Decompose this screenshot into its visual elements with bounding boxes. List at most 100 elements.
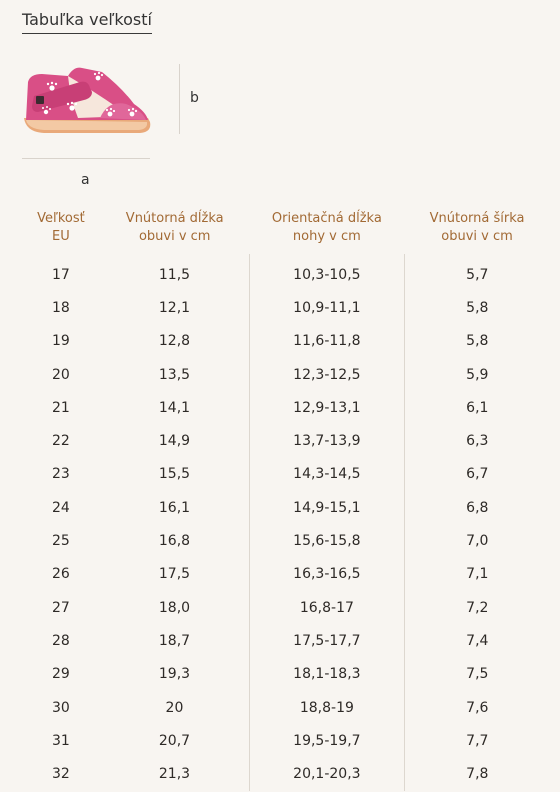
inner-width-cell: 7,2	[466, 599, 489, 616]
table-row: 19 12,8 11,6-11,8 5,8	[22, 324, 550, 358]
size-eu-cell: 24	[51, 499, 70, 516]
header-foot-length: Orientačná dĺžka nohy v cm	[250, 208, 404, 254]
size-eu-cell: 32	[51, 766, 70, 783]
table-row: 23 15,5 14,3-14,5 6,7	[22, 457, 550, 492]
inner-width-cell: 5,9	[466, 366, 489, 383]
foot-length-cell: 12,3-12,5	[249, 357, 405, 392]
inner-length-cell: 13,5	[99, 357, 251, 392]
table-row: 27 18,0 16,8-17 7,2	[22, 590, 550, 625]
size-eu-cell: 20	[51, 366, 70, 383]
size-eu-cell: 28	[51, 632, 70, 649]
foot-length-cell: 17,5-17,7	[249, 624, 405, 658]
foot-length-cell: 11,6-11,8	[249, 324, 405, 358]
inner-width-cell: 7,7	[466, 732, 489, 749]
table-row: 30 20 18,8-19 7,6	[22, 690, 550, 725]
size-eu-cell: 27	[51, 599, 70, 616]
table-row: 24 16,1 14,9-15,1 6,8	[22, 491, 550, 525]
inner-width-cell: 7,1	[466, 566, 489, 583]
header-line: Vnútorná šírka	[429, 211, 525, 226]
inner-length-cell: 12,8	[99, 324, 251, 358]
foot-length-cell: 12,9-13,1	[249, 391, 405, 425]
header-line: EU	[52, 229, 70, 244]
inner-width-cell: 7,5	[466, 666, 489, 683]
inner-width-cell: 5,8	[466, 333, 489, 350]
inner-width-cell: 7,0	[466, 533, 489, 550]
header-inner-width: Vnútorná šírka obuvi v cm	[404, 208, 550, 254]
header-line: obuvi v cm	[441, 229, 513, 244]
table-row: 22 14,9 13,7-13,9 6,3	[22, 424, 550, 458]
table-row: 32 21,3 20,1-20,3 7,8	[22, 757, 550, 791]
size-eu-cell: 30	[51, 699, 70, 716]
inner-width-cell: 7,8	[466, 766, 489, 783]
inner-length-cell: 15,5	[99, 457, 251, 492]
size-eu-cell: 29	[51, 666, 70, 683]
foot-length-cell: 20,1-20,3	[249, 757, 405, 791]
inner-width-cell: 6,8	[466, 499, 489, 516]
inner-length-cell: 20	[99, 690, 251, 725]
table-row: 18 12,1 10,9-11,1 5,8	[22, 291, 550, 325]
inner-length-cell: 19,3	[99, 657, 251, 691]
foot-length-cell: 13,7-13,9	[249, 424, 405, 458]
size-eu-cell: 31	[51, 732, 70, 749]
foot-length-cell: 19,5-19,7	[249, 724, 405, 758]
header-size-eu: Veľkosť EU	[22, 208, 100, 254]
inner-length-cell: 18,7	[99, 624, 251, 658]
table-row: 28 18,7 17,5-17,7 7,4	[22, 624, 550, 658]
inner-length-cell: 21,3	[99, 757, 251, 791]
table-row: 31 20,7 19,5-19,7 7,7	[22, 724, 550, 758]
inner-length-cell: 14,1	[99, 391, 251, 425]
foot-length-cell: 15,6-15,8	[249, 524, 405, 558]
length-dimension-line	[22, 158, 150, 159]
size-table: Veľkosť EU Vnútorná dĺžka obuvi v cm Orien…	[22, 208, 550, 791]
size-eu-cell: 26	[51, 566, 70, 583]
inner-width-cell: 6,3	[466, 433, 489, 450]
inner-length-cell: 20,7	[99, 724, 251, 758]
inner-length-cell: 14,9	[99, 424, 251, 458]
dimension-label-b: b	[190, 90, 199, 106]
table-row: 21 14,1 12,9-13,1 6,1	[22, 391, 550, 425]
page-title: Tabuľka veľkostí	[22, 10, 152, 34]
inner-width-cell: 5,8	[466, 299, 489, 316]
size-eu-cell: 22	[51, 433, 70, 450]
table-row: 26 17,5 16,3-16,5 7,1	[22, 557, 550, 591]
size-eu-cell: 18	[51, 299, 70, 316]
inner-width-cell: 7,6	[466, 699, 489, 716]
header-line: nohy v cm	[292, 229, 361, 244]
size-eu-cell: 23	[51, 466, 70, 483]
inner-length-cell: 16,8	[99, 524, 251, 558]
header-line: Vnútorná dĺžka	[125, 211, 224, 226]
table-row: 25 16,8 15,6-15,8 7,0	[22, 524, 550, 558]
shoe-illustration	[24, 67, 151, 133]
dimension-label-a: a	[81, 172, 90, 188]
table-row: 29 19,3 18,1-18,3 7,5	[22, 657, 550, 691]
inner-length-cell: 11,5	[99, 254, 251, 292]
inner-width-cell: 6,1	[466, 399, 489, 416]
foot-length-cell: 18,8-19	[249, 690, 405, 725]
header-line: Orientačná dĺžka	[271, 211, 382, 226]
foot-length-cell: 14,9-15,1	[249, 491, 405, 525]
table-row: 20 13,5 12,3-12,5 5,9	[22, 357, 550, 392]
size-eu-cell: 17	[51, 266, 70, 283]
foot-length-cell: 10,3-10,5	[249, 254, 405, 292]
inner-length-cell: 17,5	[99, 557, 251, 591]
inner-width-cell: 7,4	[466, 632, 489, 649]
inner-length-cell: 16,1	[99, 491, 251, 525]
table-row: 17 11,5 10,3-10,5 5,7	[22, 254, 550, 292]
size-eu-cell: 21	[51, 399, 70, 416]
header-inner-length: Vnútorná dĺžka obuvi v cm	[100, 208, 250, 254]
height-dimension-line	[179, 64, 180, 134]
foot-length-cell: 10,9-11,1	[249, 291, 405, 325]
size-eu-cell: 19	[51, 333, 70, 350]
foot-length-cell: 14,3-14,5	[249, 457, 405, 492]
inner-length-cell: 18,0	[99, 590, 251, 625]
inner-width-cell: 5,7	[466, 266, 489, 283]
size-eu-cell: 25	[51, 533, 70, 550]
foot-length-cell: 16,3-16,5	[249, 557, 405, 591]
table-header-row: Veľkosť EU Vnútorná dĺžka obuvi v cm Orien…	[22, 208, 550, 254]
inner-length-cell: 12,1	[99, 291, 251, 325]
foot-length-cell: 18,1-18,3	[249, 657, 405, 691]
header-line: obuvi v cm	[138, 229, 211, 244]
header-line: Veľkosť	[37, 211, 85, 226]
inner-width-cell: 6,7	[466, 466, 489, 483]
foot-length-cell: 16,8-17	[249, 590, 405, 625]
